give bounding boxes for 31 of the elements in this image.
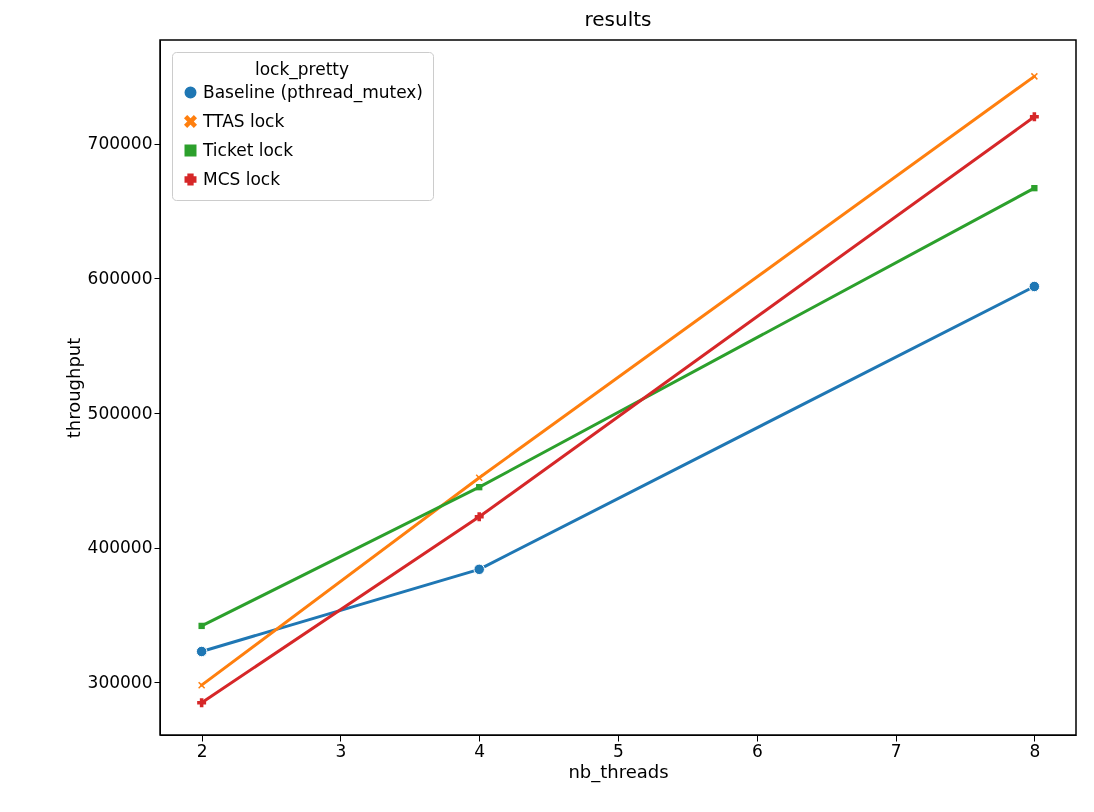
x-tick-label: 4 bbox=[474, 740, 486, 761]
chart-title: results bbox=[584, 7, 652, 31]
x-tick-label: 5 bbox=[613, 740, 624, 761]
x-tick-label: 3 bbox=[335, 740, 347, 761]
y-tick-label: 700000 bbox=[87, 133, 153, 154]
x-tick-label: 2 bbox=[196, 740, 208, 761]
point bbox=[1029, 112, 1039, 122]
x-tick-label: 8 bbox=[1029, 740, 1041, 761]
legend-label: Baseline (pthread_mutex) bbox=[203, 81, 423, 103]
y-tick-label: 300000 bbox=[87, 671, 153, 692]
point bbox=[1028, 280, 1041, 293]
x-axis-title: nb_threads bbox=[568, 760, 669, 783]
legend-label: Ticket lock bbox=[202, 139, 294, 160]
point bbox=[475, 474, 483, 482]
x-tick-label: 7 bbox=[890, 740, 902, 761]
point bbox=[198, 681, 206, 689]
legend-label: MCS lock bbox=[203, 168, 281, 189]
point bbox=[1031, 185, 1038, 192]
point bbox=[473, 563, 485, 576]
y-axis-title: throughput bbox=[62, 337, 84, 439]
x-tick-label: 6 bbox=[751, 740, 763, 761]
point bbox=[195, 645, 208, 658]
point bbox=[198, 622, 205, 630]
legend-title: lock_pretty bbox=[254, 59, 350, 80]
y-tick-label: 500000 bbox=[87, 402, 153, 423]
point bbox=[474, 512, 484, 522]
point bbox=[476, 484, 483, 491]
point bbox=[1030, 72, 1038, 80]
y-tick-label: 600000 bbox=[87, 267, 153, 288]
legend-label: TTAS lock bbox=[202, 110, 285, 131]
y-tick-label: 400000 bbox=[87, 537, 153, 558]
